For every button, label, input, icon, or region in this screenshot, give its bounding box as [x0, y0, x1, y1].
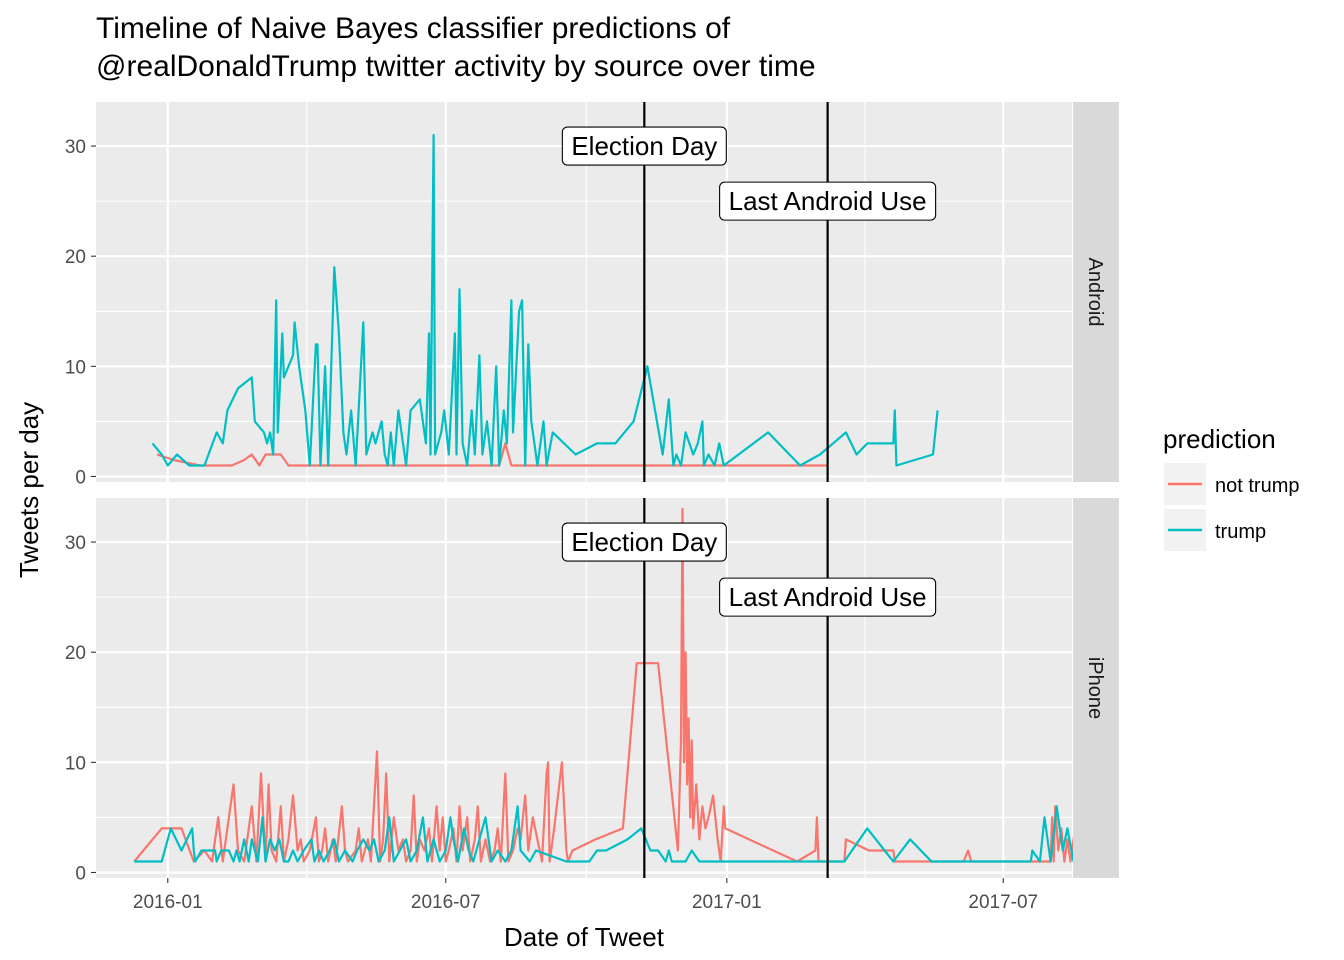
x-tick-label: 2017-01 [692, 892, 762, 913]
annotation-text: Election Day [571, 131, 717, 161]
y-tick-label: 20 [65, 643, 86, 664]
annotation-text: Election Day [571, 527, 717, 557]
x-tick-label: 2017-07 [968, 892, 1038, 913]
annotation-label: Last Android Use [719, 577, 937, 617]
y-tick-label: 10 [65, 753, 86, 774]
series-line-trump [134, 805, 1078, 863]
y-tick-label: 20 [65, 247, 86, 268]
facet-panels: 0 10 20 30 Election Day Last Android Use Andro… [65, 102, 1119, 913]
y-tick-label: 10 [65, 357, 86, 378]
x-axis-title: Date of Tweet [504, 922, 665, 952]
y-axis-title: Tweets per day [14, 402, 44, 578]
chart-title-line-2: @realDonaldTrump twitter activity by sou… [96, 50, 816, 83]
y-tick-label: 30 [65, 533, 86, 554]
facet-panel-android: 0 10 20 30 Election Day Last Android Use Andro… [65, 102, 1119, 488]
series-line-trump [151, 133, 939, 467]
annotation-box [561, 522, 727, 562]
y-tick-label: 0 [75, 467, 86, 488]
facet-strip [1073, 102, 1119, 482]
x-tick-label: 2016-07 [411, 892, 481, 913]
annotation-box [719, 181, 937, 221]
annotation-box [719, 577, 937, 617]
facet-strip-label: Android [1084, 258, 1106, 327]
annotation-text: Last Android Use [729, 582, 927, 612]
legend-title: prediction [1163, 424, 1276, 454]
annotation-box [561, 126, 727, 166]
annotation-label: Last Android Use [719, 181, 937, 221]
legend-label-trump: trump [1215, 521, 1266, 543]
series-line-not-trump [156, 442, 828, 467]
facet-strip [1073, 498, 1119, 878]
facet-strip-label: iPhone [1084, 657, 1106, 719]
legend-label-not-trump: not trump [1215, 475, 1299, 497]
legend: prediction not trump trump [1163, 424, 1299, 551]
chart-title-line-1: Timeline of Naive Bayes classifier predi… [96, 12, 731, 45]
annotation-text: Last Android Use [729, 186, 927, 216]
annotation-label: Election Day [561, 126, 727, 166]
y-tick-label: 0 [75, 863, 86, 884]
facet-panel-iphone: 0 10 20 30 Election Day Last Android Use iPhon… [65, 498, 1119, 884]
y-tick-label: 30 [65, 137, 86, 158]
annotation-label: Election Day [561, 522, 727, 562]
x-tick-label: 2016-01 [133, 892, 203, 913]
